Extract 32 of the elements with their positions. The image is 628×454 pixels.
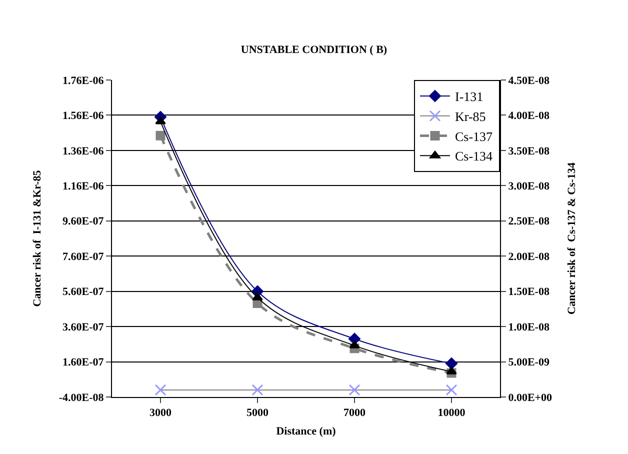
y-tick-label: 1.76E-06 bbox=[62, 74, 104, 87]
y2-tick-label: 5.00E-09 bbox=[508, 356, 550, 369]
y-tick-label: 1.56E-06 bbox=[62, 110, 104, 122]
y2-tick-label: 2.00E-08 bbox=[508, 250, 550, 263]
legend-label: Kr-85 bbox=[455, 108, 486, 124]
y2-tick-label: 4.50E-08 bbox=[508, 74, 550, 87]
chart-title: UNSTABLE CONDITION ( B) bbox=[240, 44, 388, 56]
y-tick-label: 7.60E-07 bbox=[62, 250, 104, 263]
y-tick-label: 3.60E-07 bbox=[62, 321, 104, 334]
legend-label: Cs-134 bbox=[455, 148, 494, 164]
y2-tick-label: 0.00E+00 bbox=[508, 392, 553, 404]
y2-tick-label: 2.50E-08 bbox=[508, 216, 550, 228]
y2-axis-title: Cancer risk of Cs-137 & Cs-134 bbox=[566, 162, 578, 314]
y2-tick-label: 3.50E-08 bbox=[508, 145, 550, 158]
y-tick-label: 1.60E-07 bbox=[62, 356, 104, 369]
y-tick-label: -4.00E-08 bbox=[58, 392, 104, 404]
y-axis-title: Cancer risk of I-131 &Kr-85 bbox=[32, 170, 44, 307]
x-tick-label: 7000 bbox=[344, 407, 366, 420]
x-tick-label: 10000 bbox=[438, 407, 466, 420]
x-tick-label: 5000 bbox=[246, 407, 269, 420]
y2-tick-label: 3.00E-08 bbox=[508, 180, 550, 193]
x-axis-title: Distance (m) bbox=[276, 425, 336, 438]
y-tick-label: 9.60E-07 bbox=[62, 216, 104, 228]
y2-tick-label: 4.00E-08 bbox=[508, 110, 550, 122]
legend-label: I-131 bbox=[455, 89, 484, 104]
y-tick-label: 1.36E-06 bbox=[62, 145, 104, 158]
y-tick-label: 1.16E-06 bbox=[62, 180, 104, 193]
y2-tick-label: 1.50E-08 bbox=[508, 286, 550, 298]
x-tick-label: 3000 bbox=[150, 407, 172, 420]
y2-tick-label: 1.00E-08 bbox=[508, 321, 550, 334]
y-tick-label: 5.60E-07 bbox=[62, 286, 104, 298]
legend-label: Cs-137 bbox=[455, 128, 494, 144]
